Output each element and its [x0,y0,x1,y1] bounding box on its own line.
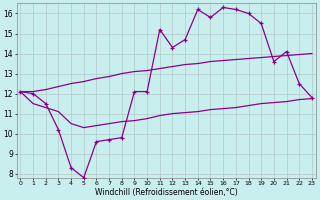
X-axis label: Windchill (Refroidissement éolien,°C): Windchill (Refroidissement éolien,°C) [95,188,237,197]
